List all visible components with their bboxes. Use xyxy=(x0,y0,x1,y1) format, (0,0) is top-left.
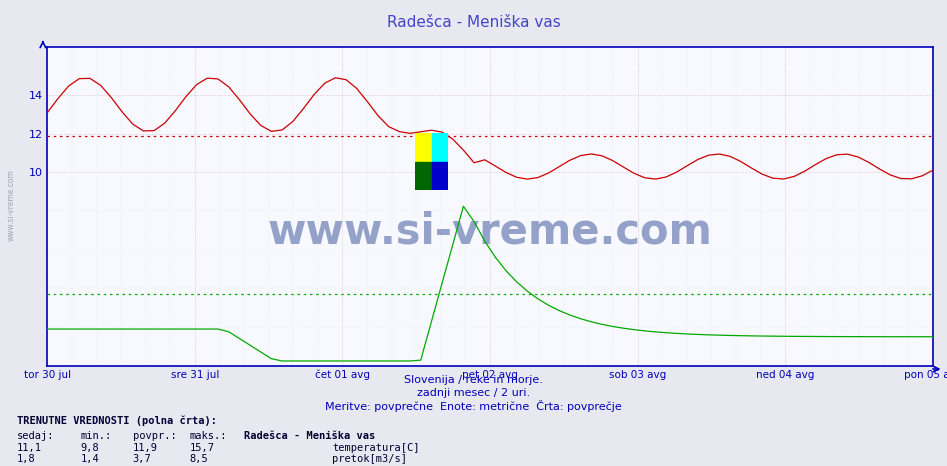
Bar xyxy=(432,133,449,162)
Text: 3,7: 3,7 xyxy=(133,454,152,464)
Text: 1,4: 1,4 xyxy=(80,454,99,464)
Text: 15,7: 15,7 xyxy=(189,443,214,452)
Text: maks.:: maks.: xyxy=(189,431,227,440)
Text: www.si-vreme.com: www.si-vreme.com xyxy=(7,169,16,241)
Bar xyxy=(432,162,449,190)
Text: povpr.:: povpr.: xyxy=(133,431,176,440)
Text: sedaj:: sedaj: xyxy=(17,431,55,440)
Bar xyxy=(415,133,432,162)
Text: 11,1: 11,1 xyxy=(17,443,42,452)
Text: Meritve: povprečne  Enote: metrične  Črta: povprečje: Meritve: povprečne Enote: metrične Črta:… xyxy=(325,400,622,412)
Text: pretok[m3/s]: pretok[m3/s] xyxy=(332,454,407,464)
Text: min.:: min.: xyxy=(80,431,112,440)
Text: temperatura[C]: temperatura[C] xyxy=(332,443,420,452)
Text: www.si-vreme.com: www.si-vreme.com xyxy=(268,211,712,253)
Text: TRENUTNE VREDNOSTI (polna črta):: TRENUTNE VREDNOSTI (polna črta): xyxy=(17,416,217,426)
Bar xyxy=(415,162,432,190)
Text: 11,9: 11,9 xyxy=(133,443,157,452)
Text: Radešca - Meniška vas: Radešca - Meniška vas xyxy=(244,431,376,440)
Text: Slovenija / reke in morje.: Slovenija / reke in morje. xyxy=(404,375,543,385)
Text: 1,8: 1,8 xyxy=(17,454,36,464)
Text: Radešca - Meniška vas: Radešca - Meniška vas xyxy=(386,15,561,30)
Text: zadnji mesec / 2 uri.: zadnji mesec / 2 uri. xyxy=(417,388,530,397)
Text: 9,8: 9,8 xyxy=(80,443,99,452)
Text: 8,5: 8,5 xyxy=(189,454,208,464)
